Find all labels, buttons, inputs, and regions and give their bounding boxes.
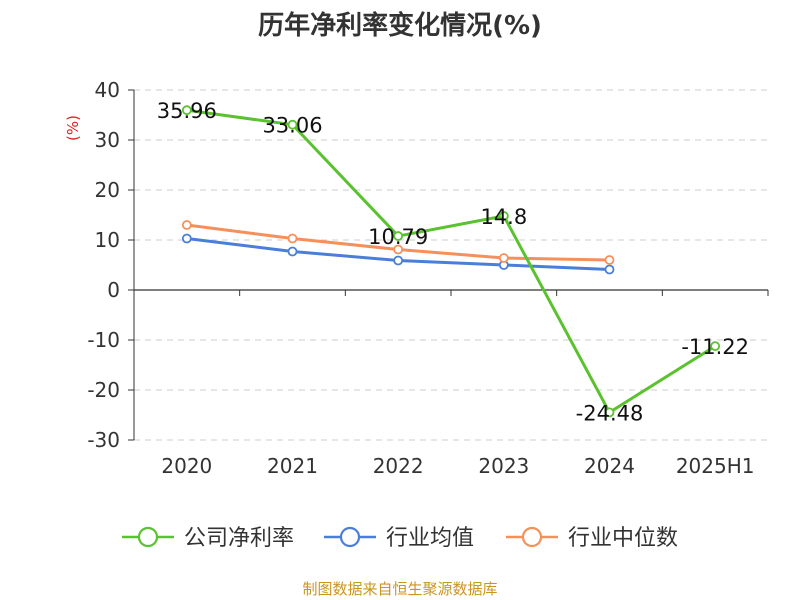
data-point[interactable] [287,119,298,130]
grid-lines [134,89,768,441]
legend-label: 行业均值 [386,526,474,551]
x-tick-label: 2023 [478,454,529,478]
data-point[interactable] [181,105,192,116]
data-labels: 35.96 33.06 10.79 14.8 -24.48 -11.22 [157,99,749,425]
y-tick-label: 40 [95,78,120,102]
data-point[interactable] [393,244,404,255]
x-tick-label: 2020 [161,454,212,478]
data-point[interactable] [710,341,721,352]
data-point[interactable] [181,220,192,230]
legend-item[interactable]: 公司净利率 [122,526,294,551]
x-tick-label: 2025H1 [676,454,755,478]
y-tick-label: -20 [87,378,120,402]
legend-label: 行业中位数 [568,526,678,551]
data-point[interactable] [498,211,509,221]
data-label: 10.79 [368,225,428,249]
data-point[interactable] [604,255,615,265]
data-point[interactable] [393,231,404,241]
series-group [181,105,721,418]
legend[interactable]: 公司净利率 行业均值 行业中位数 [122,526,678,551]
y-tick-label: 30 [95,128,120,152]
data-point[interactable] [604,264,615,275]
y-axis-label: (%) [64,115,82,141]
data-point[interactable] [287,233,298,244]
x-tick-label: 2022 [373,454,424,478]
data-point[interactable] [604,407,615,418]
data-label: 33.06 [262,114,322,138]
data-label: -11.22 [681,335,749,359]
chart-title: 历年净利率变化情况(%) [258,10,542,41]
legend-label: 公司净利率 [184,526,294,551]
y-tick-label: -30 [87,428,120,452]
legend-marker [521,526,543,548]
x-tick-label: 2021 [267,454,318,478]
data-label: -24.48 [576,401,644,425]
y-axis-label-group: (%) [64,115,82,141]
legend-marker [339,526,361,548]
data-point[interactable] [181,233,192,244]
series-line [186,108,716,414]
x-tick-label: 2024 [584,454,635,478]
y-tick-label: 10 [95,228,120,252]
y-tick-label: 20 [95,178,120,202]
legend-item[interactable]: 行业中位数 [506,526,678,551]
data-point[interactable] [393,255,404,266]
y-tick-label: -10 [87,328,120,352]
legend-item[interactable]: 行业均值 [324,526,474,551]
data-label: 14.8 [480,205,527,229]
source-footer: 制图数据来自恒生聚源数据库 [302,580,498,598]
legend-marker [137,526,159,548]
axes: 40 30 20 10 0 -10 -20 -30 2020 2021 2022 2023 2024 20… [87,78,769,478]
y-tick-label: 0 [107,278,120,302]
data-point[interactable] [498,253,509,263]
data-point[interactable] [287,246,298,257]
data-label: 35.96 [157,99,217,123]
